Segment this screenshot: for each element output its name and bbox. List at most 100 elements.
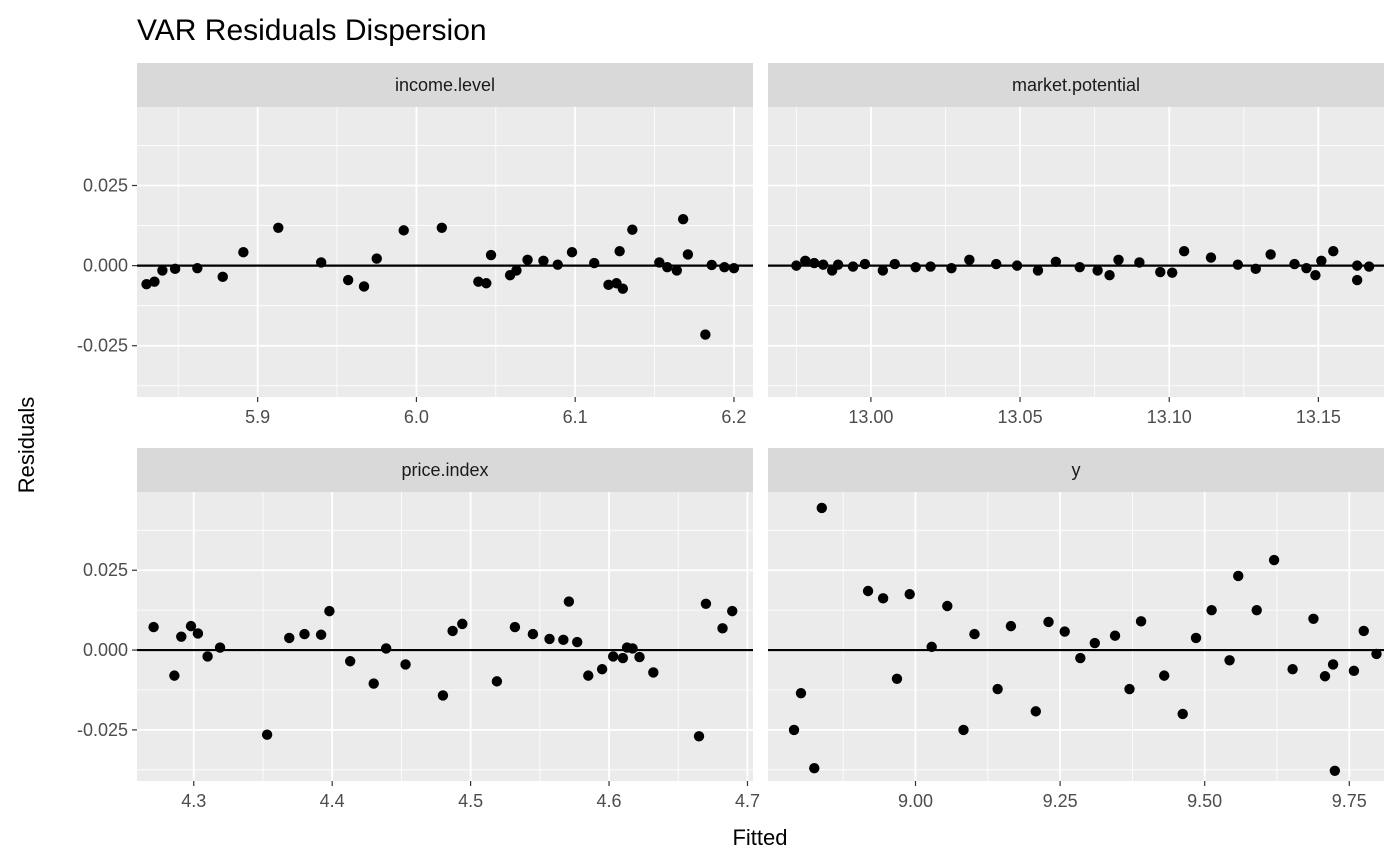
data-point — [1059, 626, 1070, 637]
y-tick-label: 0.025 — [83, 560, 128, 580]
data-point — [1351, 274, 1363, 286]
x-tick-label: 6.2 — [721, 407, 746, 427]
data-point — [315, 629, 327, 640]
data-point — [1329, 765, 1341, 776]
data-point — [1351, 260, 1363, 271]
data-point — [1205, 252, 1217, 263]
data-point — [1348, 665, 1360, 677]
data-point — [791, 260, 802, 271]
data-point — [400, 659, 411, 670]
data-point — [795, 687, 807, 699]
data-point — [1089, 637, 1100, 649]
data-point — [571, 636, 583, 648]
facet-strip — [137, 63, 753, 107]
data-point — [398, 225, 409, 236]
x-axis-title: Fitted — [732, 825, 787, 850]
data-point — [1074, 262, 1085, 273]
data-point — [634, 651, 645, 663]
data-point — [832, 259, 844, 270]
data-point — [157, 265, 168, 276]
x-tick-label: 13.10 — [1147, 407, 1192, 427]
data-point — [1251, 604, 1262, 616]
data-point — [358, 281, 370, 292]
data-point — [654, 257, 665, 268]
data-point — [1371, 648, 1382, 660]
data-point — [538, 255, 549, 267]
data-point — [324, 605, 335, 617]
x-tick-label: 13.15 — [1296, 407, 1341, 427]
data-point — [706, 259, 717, 271]
data-point — [809, 763, 820, 774]
data-point — [603, 279, 614, 291]
data-point — [457, 618, 468, 630]
x-tick-label: 13.05 — [998, 407, 1043, 427]
data-point — [344, 656, 356, 667]
data-point — [991, 258, 1002, 270]
data-point — [1011, 260, 1023, 271]
data-point — [614, 245, 625, 257]
data-point — [342, 274, 354, 286]
data-point — [176, 631, 187, 642]
data-point — [617, 652, 629, 664]
y-axis-title: Residuals — [14, 397, 39, 494]
data-point — [809, 257, 820, 269]
data-point — [1232, 259, 1244, 270]
data-point — [149, 276, 160, 287]
data-point — [877, 265, 889, 276]
data-point — [904, 588, 915, 600]
facet-strip — [768, 448, 1384, 492]
data-point — [946, 262, 957, 274]
x-tick-label: 4.5 — [458, 791, 483, 811]
data-point — [261, 729, 273, 740]
data-point — [1109, 630, 1121, 641]
data-point — [214, 642, 226, 653]
data-point — [1043, 616, 1054, 628]
data-point — [648, 667, 659, 678]
y-tick-label: 0.025 — [83, 176, 128, 196]
data-point — [891, 673, 903, 685]
data-point — [527, 628, 539, 640]
data-point — [1265, 249, 1276, 260]
data-point — [1135, 616, 1147, 627]
data-point — [1250, 263, 1261, 275]
data-point — [1134, 257, 1145, 268]
data-point — [926, 641, 937, 653]
panel-background — [137, 492, 753, 781]
data-point — [910, 262, 921, 273]
x-tick-label: 4.3 — [181, 791, 206, 811]
data-point — [1316, 255, 1327, 267]
data-point — [563, 596, 575, 607]
data-point — [728, 262, 740, 274]
facet-strip-label: price.index — [401, 460, 488, 480]
data-point — [847, 261, 859, 272]
data-point — [719, 262, 730, 273]
data-point — [1301, 262, 1312, 274]
data-point — [693, 731, 705, 742]
data-point — [1224, 655, 1235, 666]
data-point — [859, 258, 871, 270]
panel-background — [137, 107, 753, 397]
data-point — [1310, 270, 1321, 281]
facet-strip-label: y — [1072, 460, 1081, 480]
data-point — [862, 585, 874, 597]
y-tick-label: 0.000 — [83, 640, 128, 660]
facet-panels: income.level 5.9 6.0 6.1 6.2 -0.025 0.000 0.025… — [77, 63, 1384, 811]
data-point — [202, 651, 213, 662]
x-tick-label: 9.50 — [1187, 791, 1222, 811]
data-point — [817, 259, 829, 270]
data-point — [447, 625, 458, 637]
data-point — [284, 632, 295, 644]
data-point — [185, 620, 197, 632]
data-point — [1092, 265, 1103, 276]
data-point — [1233, 570, 1244, 582]
data-point — [566, 246, 578, 258]
data-point — [1075, 652, 1086, 664]
x-tick-label: 4.6 — [597, 791, 622, 811]
data-point — [1030, 706, 1042, 717]
x-tick-label: 9.00 — [898, 791, 933, 811]
data-point — [217, 271, 228, 283]
data-point — [1032, 265, 1044, 276]
facet-income-level: income.level 5.9 6.0 6.1 6.2 -0.025 0.000 0.025 — [77, 63, 753, 427]
panel-background — [768, 492, 1384, 781]
data-point — [816, 502, 827, 514]
